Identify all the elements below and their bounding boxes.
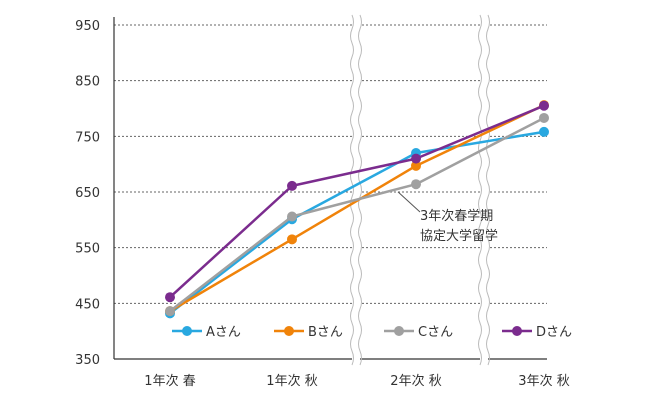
x-tick-label: 1年次 春 [144,373,195,389]
legend-swatch-marker [284,326,294,336]
data-point [411,153,421,164]
legend-swatch-marker [512,326,522,336]
data-point [539,112,549,123]
legend-label: Bさん [308,325,343,340]
legend: Aさん Bさん Cさん Dさん [172,325,572,340]
axis-break-line [486,14,490,366]
x-tick-label: 1年次 秋 [266,373,317,389]
axis-break-band [480,15,488,365]
series-line [169,104,545,299]
legend-label: Cさん [418,325,453,340]
legend-item: Dさん [502,325,572,340]
data-point [539,100,549,111]
data-point [287,234,297,245]
x-tick-label: 2年次 秋 [390,373,441,389]
data-point [287,180,297,191]
legend-item: Bさん [274,325,343,340]
series-line [169,104,545,313]
axis-break-band [352,15,360,365]
legend-item: Aさん [172,325,241,340]
annotation-text: 3年次春学期 [420,208,493,224]
series-line [169,130,545,315]
annotation-text: 協定大学留学 [420,228,498,244]
data-point [539,126,549,137]
y-axis-ticks: 350 450 550 650 750 850 950 [75,19,100,368]
y-tick-label: 350 [75,353,100,368]
data-point [165,292,175,303]
y-tick-label: 550 [75,242,100,257]
axis-break-line [350,14,354,366]
legend-swatch-marker [182,326,192,336]
y-tick-label: 950 [75,19,100,34]
series-layer [165,100,549,319]
x-tick-label: 3年次 秋 [518,373,569,389]
data-point [165,306,175,317]
data-point [411,160,421,171]
axis-break-line [478,14,482,366]
y-tick-label: 650 [75,186,100,201]
series-line [169,116,545,313]
data-point [287,211,297,222]
legend-item: Cさん [384,325,453,340]
x-axis-ticks: 1年次 春 1年次 秋 2年次 秋 3年次 秋 [144,373,569,389]
legend-label: Aさん [206,325,241,340]
legend-swatch-marker [394,326,404,336]
axis-breaks [350,14,490,366]
annotation-leader [397,191,421,213]
y-tick-label: 450 [75,297,100,312]
y-tick-label: 850 [75,75,100,90]
data-point [411,179,421,190]
legend-label: Dさん [536,325,572,340]
axis-break-line [358,14,362,366]
axes [113,17,547,360]
grid-lines [114,24,547,304]
y-tick-label: 750 [75,130,100,145]
